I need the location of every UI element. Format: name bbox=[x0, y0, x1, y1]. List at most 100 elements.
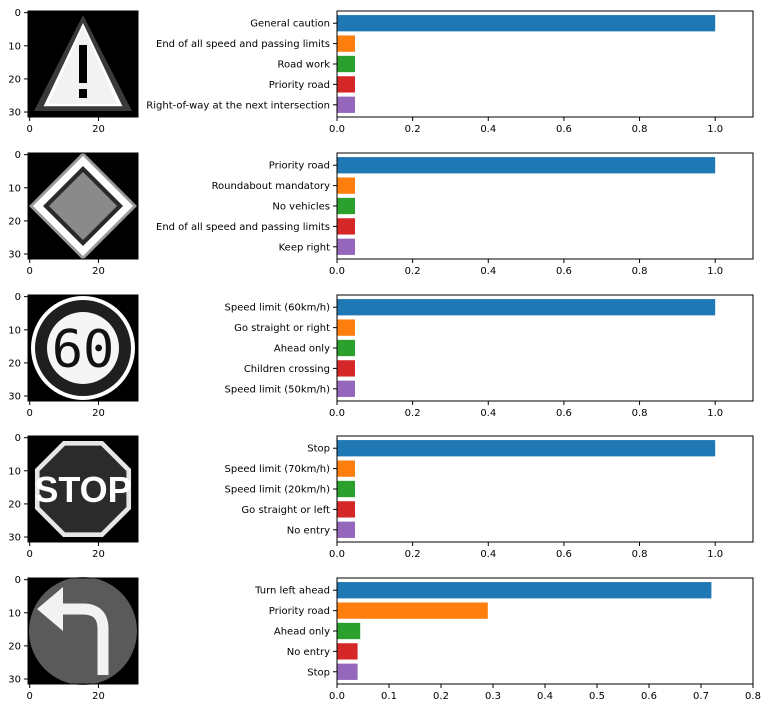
image-ytick-label: 30 bbox=[8, 392, 21, 403]
category-label: Children crossing bbox=[244, 364, 330, 375]
category-label: Speed limit (60km/h) bbox=[225, 303, 331, 314]
category-label: Priority road bbox=[269, 161, 330, 172]
arrow-shaft-icon bbox=[61, 603, 109, 675]
bar-xtick-label: 0.8 bbox=[632, 549, 648, 560]
bar-xtick-label: 0.0 bbox=[329, 124, 345, 135]
bar-panel: General caution End of all speed and pass… bbox=[146, 10, 754, 135]
category-label: Priority road bbox=[269, 606, 330, 617]
image-frame bbox=[27, 10, 139, 118]
bar-xtick-label: 0.2 bbox=[433, 691, 449, 702]
image-frame bbox=[27, 294, 139, 402]
bar bbox=[337, 157, 716, 174]
chart-row-1: 0 10 20 30 0 20 General caution End of all spee… bbox=[8, 8, 754, 135]
bar-xtick-label: 0.6 bbox=[556, 266, 572, 277]
bar-xtick-label: 0.3 bbox=[485, 691, 501, 702]
bar bbox=[337, 319, 355, 336]
image-panel: 0 10 20 30 0 20 bbox=[8, 575, 139, 702]
image-xtick-label: 20 bbox=[92, 691, 105, 702]
stop-glyph-icon: STOP bbox=[34, 469, 131, 510]
category-label: End of all speed and passing limits bbox=[156, 39, 330, 50]
bar-frame bbox=[336, 294, 754, 402]
bar-xtick-label: 0.4 bbox=[480, 408, 496, 419]
category-label: Speed limit (70km/h) bbox=[225, 464, 331, 475]
sign-disc-icon bbox=[29, 577, 137, 685]
category-label: Keep right bbox=[279, 242, 330, 253]
image-xtick-label: 20 bbox=[92, 124, 105, 135]
image-ytick-label: 0 bbox=[15, 292, 21, 303]
image-xtick-label: 20 bbox=[92, 266, 105, 277]
category-label: No entry bbox=[287, 647, 330, 658]
image-ytick-label: 20 bbox=[8, 358, 21, 369]
bar-panel: Stop Speed limit (70km/h) Speed limit (20k… bbox=[225, 435, 754, 560]
bar-xtick-label: 1.0 bbox=[707, 124, 723, 135]
bar bbox=[337, 643, 358, 660]
image-ytick-label: 30 bbox=[8, 108, 21, 119]
bar bbox=[337, 238, 355, 255]
category-label: Speed limit (50km/h) bbox=[225, 384, 331, 395]
diamond-icon bbox=[49, 172, 117, 240]
bar bbox=[337, 197, 355, 215]
bar-xtick-label: 0.5 bbox=[589, 691, 605, 702]
bar-xtick-label: 0.4 bbox=[480, 124, 496, 135]
bar bbox=[337, 360, 355, 377]
bar bbox=[337, 480, 355, 498]
bar-xtick-label: 0.8 bbox=[632, 266, 648, 277]
bar bbox=[337, 177, 355, 194]
image-ytick-label: 30 bbox=[8, 533, 21, 544]
bar-xtick-label: 0.6 bbox=[556, 124, 572, 135]
category-label: No entry bbox=[287, 525, 330, 536]
category-label: Roundabout mandatory bbox=[212, 181, 331, 192]
category-label: Speed limit (20km/h) bbox=[225, 485, 331, 496]
bar bbox=[337, 380, 355, 397]
image-xtick-label: 20 bbox=[92, 549, 105, 560]
bar-xtick-label: 1.0 bbox=[707, 408, 723, 419]
bar bbox=[337, 299, 716, 316]
chart-row-5: 0 10 20 30 0 20 Turn left ahead Priority road Ah… bbox=[8, 575, 761, 702]
image-ytick-label: 10 bbox=[8, 466, 21, 477]
image-xtick-label: 0 bbox=[27, 408, 33, 419]
bar-xtick-label: 0.1 bbox=[381, 691, 397, 702]
image-ytick-label: 10 bbox=[8, 608, 21, 619]
bar-xtick-label: 0.4 bbox=[537, 691, 553, 702]
image-ytick-label: 10 bbox=[8, 41, 21, 52]
image-frame bbox=[27, 577, 139, 685]
category-label: Stop bbox=[307, 444, 330, 455]
image-ytick-label: 20 bbox=[8, 499, 21, 510]
bar bbox=[337, 501, 355, 518]
image-ytick-label: 30 bbox=[8, 250, 21, 261]
bar-xtick-label: 0.2 bbox=[405, 266, 421, 277]
arrow-head-icon bbox=[37, 587, 63, 631]
image-xtick-label: 0 bbox=[27, 266, 33, 277]
image-xtick-label: 20 bbox=[92, 408, 105, 419]
category-label: Ahead only bbox=[274, 344, 330, 355]
bar bbox=[337, 218, 355, 235]
bar-xtick-label: 0.6 bbox=[556, 408, 572, 419]
image-ytick-label: 0 bbox=[15, 8, 21, 19]
category-label: Right-of-way at the next intersection bbox=[146, 100, 330, 111]
image-ytick-label: 20 bbox=[8, 641, 21, 652]
bar bbox=[337, 460, 355, 477]
category-label: General caution bbox=[250, 19, 330, 30]
bar-xtick-label: 0.0 bbox=[329, 549, 345, 560]
bar bbox=[337, 339, 355, 357]
bar bbox=[337, 35, 355, 52]
image-ytick-label: 10 bbox=[8, 183, 21, 194]
bar bbox=[337, 76, 355, 93]
image-frame bbox=[27, 435, 139, 543]
bar-xtick-label: 0.8 bbox=[632, 124, 648, 135]
image-xtick-label: 0 bbox=[27, 691, 33, 702]
bar-xtick-label: 0.8 bbox=[745, 691, 761, 702]
image-panel: STOP 0 10 20 30 0 20 bbox=[8, 433, 139, 560]
bar bbox=[337, 440, 716, 457]
image-ytick-label: 20 bbox=[8, 216, 21, 227]
category-label: End of all speed and passing limits bbox=[156, 222, 330, 233]
bar-xtick-label: 0.0 bbox=[329, 266, 345, 277]
category-label: Go straight or right bbox=[234, 323, 330, 334]
bar-frame bbox=[336, 435, 754, 543]
category-label: Road work bbox=[278, 60, 331, 71]
category-label: Turn left ahead bbox=[254, 586, 330, 597]
bar bbox=[337, 521, 355, 538]
category-label: Priority road bbox=[269, 80, 330, 91]
bar bbox=[337, 622, 361, 640]
